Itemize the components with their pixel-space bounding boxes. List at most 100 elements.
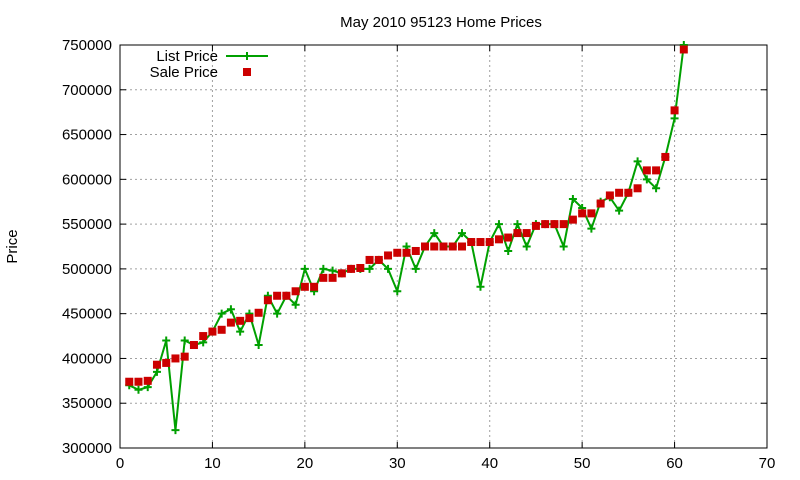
list-price-point — [476, 282, 485, 291]
list-price-point — [670, 114, 679, 123]
sale-price-point — [587, 209, 596, 218]
sale-price-point — [624, 188, 633, 197]
sale-price-point — [328, 273, 337, 282]
sale-price-point — [134, 377, 143, 386]
legend-marker-list-price — [243, 52, 251, 60]
sale-price-point — [273, 291, 282, 300]
sale-price-point — [494, 235, 503, 244]
list-price-point — [384, 264, 393, 273]
x-tick-label: 70 — [759, 455, 776, 472]
sale-price-point — [393, 248, 402, 257]
list-price-point — [300, 264, 309, 273]
sale-price-point — [208, 327, 217, 336]
sale-price-point — [347, 264, 356, 273]
list-price-point — [162, 336, 171, 345]
list-price-point — [254, 341, 263, 350]
list-price-point — [559, 242, 568, 251]
sale-price-point — [541, 220, 550, 229]
sale-price-point — [291, 287, 300, 296]
sale-price-point — [180, 352, 189, 361]
list-price-point — [587, 224, 596, 233]
list-price-point — [494, 220, 503, 229]
list-price-point — [615, 206, 624, 215]
list-price-point — [652, 184, 661, 193]
list-price-line — [128, 44, 685, 431]
axis-ticks: 0 10 20 30 40 50 60 70 300000 350000 400000 450000 5… — [62, 37, 775, 472]
sale-price-point — [578, 209, 587, 218]
sale-price-point — [245, 314, 254, 323]
sale-price-point — [652, 166, 661, 175]
sale-price-point — [337, 269, 346, 278]
sale-price-point — [550, 220, 559, 229]
y-tick-label: 500000 — [62, 261, 112, 278]
list-price-point — [134, 385, 143, 394]
sale-price-point — [217, 325, 226, 334]
sale-price-point — [402, 248, 411, 257]
sale-price-point — [384, 251, 393, 260]
y-tick-label: 450000 — [62, 306, 112, 323]
sale-price-point — [642, 166, 651, 175]
sale-price-point — [365, 255, 374, 264]
sale-price-point — [226, 318, 235, 327]
list-price-point — [273, 309, 282, 318]
sale-price-point — [171, 354, 180, 363]
list-price-point — [513, 220, 522, 229]
sale-price-point — [596, 199, 605, 208]
sale-price-point — [559, 220, 568, 229]
list-price-point — [328, 266, 337, 275]
sale-price-point — [439, 242, 448, 251]
x-tick-label: 60 — [666, 455, 683, 472]
plot-frame — [119, 44, 768, 449]
list-price-point — [365, 264, 374, 273]
sale-price-point — [282, 291, 291, 300]
list-price-point — [642, 175, 651, 184]
sale-price-series — [125, 45, 688, 386]
sale-price-point — [319, 273, 328, 282]
list-price-point — [504, 246, 513, 255]
list-price-point — [171, 426, 180, 435]
list-price-point — [226, 305, 235, 314]
sale-price-point — [189, 341, 198, 350]
sale-price-point — [457, 242, 466, 251]
sale-price-point — [236, 316, 245, 325]
sale-price-point — [679, 45, 688, 54]
legend-label-list-price: List Price — [156, 48, 218, 65]
sale-price-point — [421, 242, 430, 251]
list-price-point — [152, 367, 161, 376]
sale-price-point — [300, 282, 309, 291]
list-price-point — [430, 229, 439, 238]
list-price-point — [393, 287, 402, 296]
list-price-point — [457, 229, 466, 238]
list-price-point — [522, 242, 531, 251]
list-price-point — [291, 300, 300, 309]
list-price-point — [568, 195, 577, 204]
list-price-point — [633, 157, 642, 166]
y-tick-label: 300000 — [62, 440, 112, 457]
sale-price-point — [374, 255, 383, 264]
list-price-point — [411, 264, 420, 273]
y-tick-label: 550000 — [62, 216, 112, 233]
sale-price-point — [504, 233, 513, 242]
sale-price-point — [263, 296, 272, 305]
list-price-series — [125, 41, 688, 435]
sale-price-point — [476, 238, 485, 247]
x-tick-label: 10 — [204, 455, 221, 472]
sale-price-point — [513, 229, 522, 238]
list-price-point — [180, 336, 189, 345]
sale-price-point — [310, 282, 319, 291]
sale-price-point — [448, 242, 457, 251]
sale-price-point — [605, 191, 614, 200]
sale-price-point — [152, 360, 161, 369]
y-tick-label: 650000 — [62, 127, 112, 144]
y-tick-label: 600000 — [62, 171, 112, 188]
legend-marker-sale-price — [243, 68, 251, 76]
y-tick-label: 400000 — [62, 350, 112, 367]
chart-title: May 2010 95123 Home Prices — [340, 14, 542, 31]
sale-price-point — [254, 308, 263, 317]
y-tick-label: 700000 — [62, 82, 112, 99]
y-axis-label: Price — [4, 229, 21, 263]
x-tick-label: 30 — [389, 455, 406, 472]
x-tick-label: 20 — [297, 455, 314, 472]
